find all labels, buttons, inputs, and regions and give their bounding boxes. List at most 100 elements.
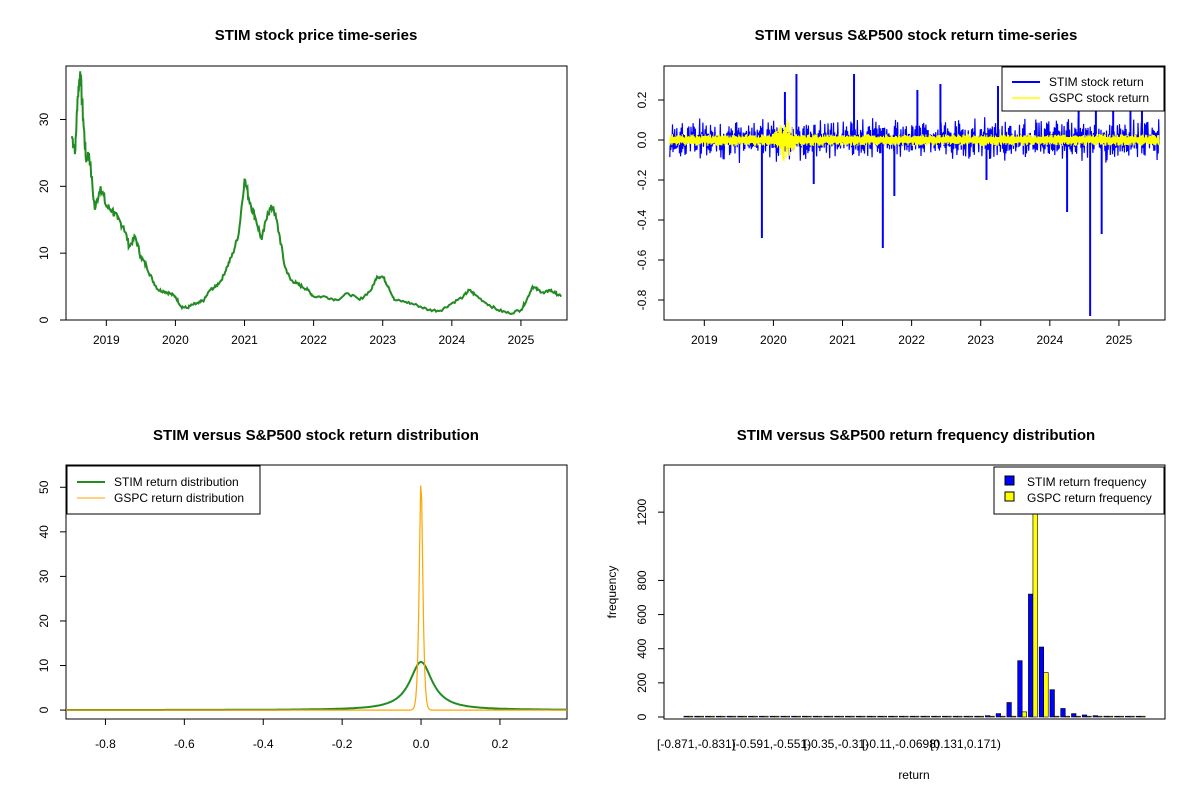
stim-frequency-bar xyxy=(1017,660,1023,718)
gspc-frequency-bar xyxy=(817,715,823,718)
x-tick-label: [0.131,0.171) xyxy=(930,737,1001,751)
gspc-frequency-bar xyxy=(1075,715,1081,718)
stim-density-line xyxy=(66,660,567,711)
stim-frequency-bar xyxy=(802,715,808,718)
legend-label: GSPC return distribution xyxy=(114,491,244,505)
stim-frequency-bar xyxy=(1049,689,1055,718)
y-tick-label: 1200 xyxy=(635,498,649,525)
y-axis: 0 10 20 30 xyxy=(37,112,66,323)
gspc-density-line xyxy=(66,485,567,711)
y-tick-label: 200 xyxy=(635,673,649,693)
x-tick-label: 2022 xyxy=(300,333,327,347)
x-axis: 2019 2020 2021 2022 2023 2024 2025 xyxy=(691,320,1133,347)
y-tick-label: -0.4 xyxy=(635,209,649,230)
gspc-frequency-bar xyxy=(1118,715,1124,718)
x-tick-label: 2025 xyxy=(508,333,535,347)
stim-frequency-bar xyxy=(1125,715,1131,718)
legend-box xyxy=(66,465,261,515)
gspc-frequency-bar xyxy=(1086,715,1092,718)
plot-frame xyxy=(663,464,1166,720)
y-axis: 0 200 400 600 800 1200 xyxy=(635,498,664,720)
gspc-frequency-bar xyxy=(1021,711,1027,718)
plot-frame xyxy=(663,65,1166,321)
stim-frequency-bar xyxy=(683,715,689,718)
chart-title: STIM versus S&P500 stock return distribu… xyxy=(153,427,479,444)
stim-frequency-bar xyxy=(1006,702,1012,718)
legend-label: STIM stock return xyxy=(1049,75,1144,89)
x-tick-label: 2023 xyxy=(369,333,396,347)
stim-frequency-bar xyxy=(715,715,721,718)
stim-frequency-bar xyxy=(758,715,765,718)
x-tick-label: [-0.35,-0.31) xyxy=(804,737,869,751)
x-tick-label: 2025 xyxy=(1106,333,1133,347)
stim-frequency-bar xyxy=(866,715,872,718)
legend: STIM return frequency GSPC return freque… xyxy=(993,466,1165,515)
gspc-frequency-bar xyxy=(849,715,855,718)
stim-frequency-bar xyxy=(877,715,883,718)
legend-label: STIM return frequency xyxy=(1027,475,1146,489)
gspc-frequency-bar xyxy=(871,715,877,718)
stim-frequency-bar xyxy=(845,715,851,718)
x-tick-label: [-0.871,-0.831) xyxy=(657,737,736,751)
y-tick-label: 0.2 xyxy=(635,91,649,108)
legend-label: GSPC return frequency xyxy=(1027,491,1152,505)
legend-box xyxy=(1001,66,1165,112)
gspc-frequency-bar xyxy=(957,715,963,718)
stim-frequency-bar xyxy=(1092,715,1098,718)
gspc-frequency-bar xyxy=(1064,715,1071,718)
gspc-frequency-bar xyxy=(784,715,791,718)
stim-frequency-bar xyxy=(834,715,840,718)
gspc-frequency-bar xyxy=(774,715,780,718)
stim-return-line xyxy=(669,117,1160,164)
y-tick-label: 400 xyxy=(635,638,649,658)
x-tick-label: 2023 xyxy=(967,333,994,347)
y-tick-label: 20 xyxy=(37,614,51,628)
stim-frequency-bar xyxy=(855,715,861,718)
stim-frequency-bar xyxy=(1060,708,1066,718)
y-tick-label: 800 xyxy=(635,570,649,590)
panel-return-series: STIM versus S&P500 stock return time-ser… xyxy=(635,27,1166,347)
y-tick-label: 600 xyxy=(635,604,649,624)
gspc-frequency-bar xyxy=(731,715,737,718)
gspc-return-line xyxy=(669,119,1160,162)
legend-swatch-stim xyxy=(1004,475,1015,486)
gspc-frequency-bar xyxy=(892,715,898,718)
stim-frequency-bar xyxy=(769,715,775,718)
stim-frequency-bar xyxy=(791,715,797,718)
x-tick-label: 2019 xyxy=(93,333,120,347)
gspc-frequency-bar xyxy=(978,715,984,718)
stim-frequency-bar xyxy=(726,715,732,718)
stim-frequency-bar xyxy=(963,715,969,718)
x-tick-label: 2022 xyxy=(898,333,925,347)
stim-frequency-bar xyxy=(737,715,743,718)
gspc-frequency-bar xyxy=(914,715,920,718)
gspc-frequency-bar xyxy=(1129,715,1135,718)
y-tick-label: 30 xyxy=(37,112,51,126)
gspc-frequency-bar xyxy=(903,715,909,718)
plot-frame xyxy=(65,65,568,321)
y-tick-label: 0 xyxy=(37,706,51,713)
stim-frequency-bar xyxy=(1114,715,1120,718)
stim-frequency-bar xyxy=(995,713,1001,718)
stim-frequency-bar xyxy=(1071,713,1077,718)
y-axis: 0 10 20 30 40 50 xyxy=(37,480,66,713)
legend-label: GSPC stock return xyxy=(1049,91,1149,105)
stim-frequency-bar xyxy=(931,715,937,718)
y-tick-label: 10 xyxy=(37,246,51,260)
gspc-frequency-bar xyxy=(924,715,931,718)
plot-frame xyxy=(65,464,568,720)
stim-frequency-bar xyxy=(748,715,754,718)
price-series-line xyxy=(70,71,563,316)
chart-title: STIM versus S&P500 stock return time-ser… xyxy=(755,27,1078,44)
gspc-frequency-bar xyxy=(881,715,888,718)
gspc-frequency-bar xyxy=(698,715,704,718)
stim-frequency-bar xyxy=(1028,593,1034,718)
stim-frequency-bar xyxy=(1081,714,1088,718)
x-tick-label: 2024 xyxy=(1036,333,1063,347)
legend-box xyxy=(993,466,1165,515)
gspc-frequency-bar xyxy=(946,715,952,718)
y-axis-label: frequency xyxy=(605,566,619,619)
gspc-frequency-bar xyxy=(860,715,866,718)
x-tick-label: 0.0 xyxy=(413,737,430,751)
